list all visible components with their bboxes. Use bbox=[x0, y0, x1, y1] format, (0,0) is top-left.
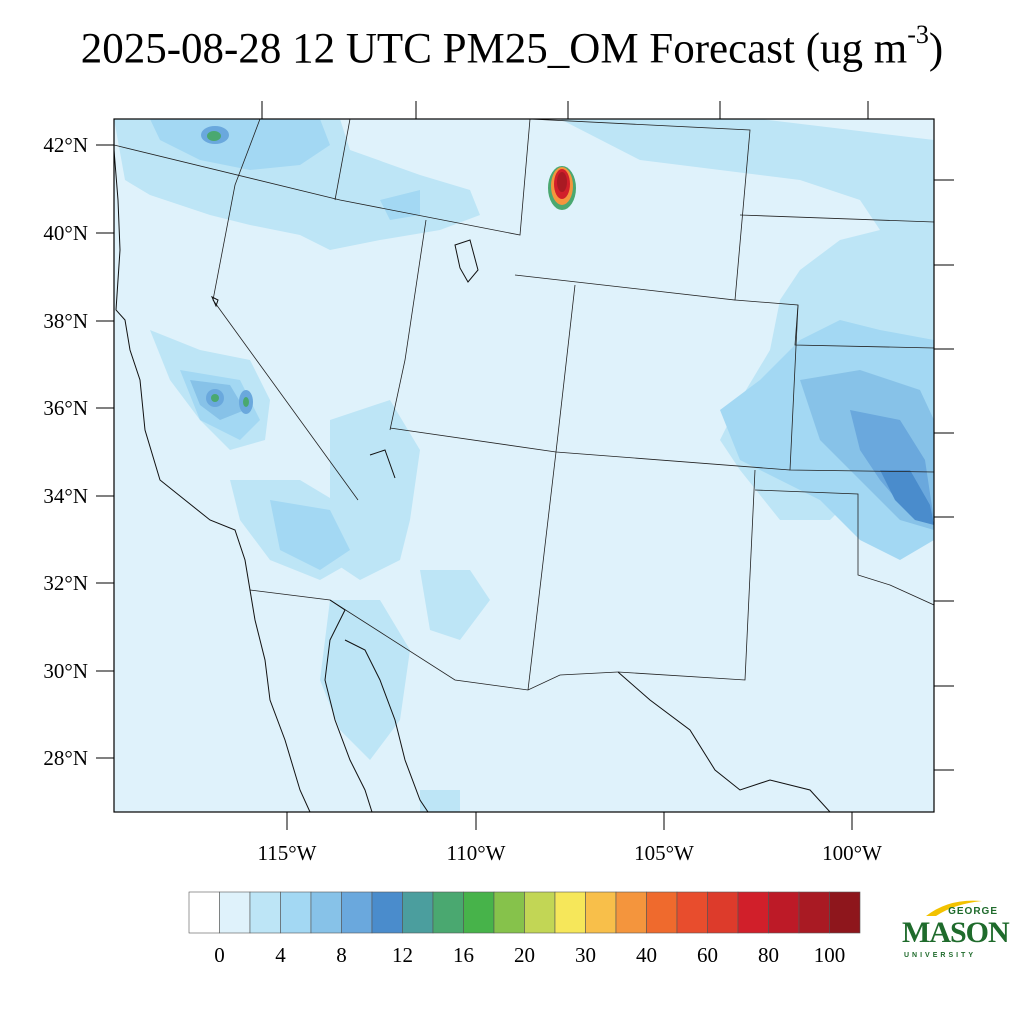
lon-label-115w: 115°W bbox=[258, 841, 317, 865]
colorbar-swatch bbox=[676, 891, 708, 934]
left-ticks bbox=[96, 144, 114, 759]
colorbar-swatch bbox=[310, 891, 342, 934]
coastlines bbox=[114, 149, 831, 812]
colorbar-tick-label: 60 bbox=[697, 943, 718, 967]
lat-label-36: 36°N bbox=[43, 396, 88, 420]
colorbar-swatch bbox=[554, 891, 586, 934]
colorbar-swatch bbox=[615, 891, 647, 934]
map-title: 2025-08-28 12 UTC PM25_OM Forecast (ug m… bbox=[0, 20, 1024, 73]
gmu-logo: GEORGE MASON UNIVERSITY bbox=[898, 898, 1010, 968]
colorbar-tick-label: 4 bbox=[275, 943, 286, 967]
colorbar-tick-label: 40 bbox=[636, 943, 657, 967]
colorbar-swatch bbox=[646, 891, 678, 934]
colorbar-tick-label: 80 bbox=[758, 943, 779, 967]
lat-label-40: 40°N bbox=[43, 221, 88, 245]
colorbar-swatch bbox=[768, 891, 800, 934]
lat-label-38: 38°N bbox=[43, 309, 88, 333]
title-close: ) bbox=[928, 25, 944, 73]
contour-level-12 bbox=[880, 470, 934, 525]
right-ticks bbox=[934, 179, 954, 771]
latitude-labels: 42°N 40°N 38°N 36°N 34°N 32°N 30°N 28°N bbox=[43, 133, 88, 770]
colorbar-swatch bbox=[402, 891, 434, 934]
lon-label-110w: 110°W bbox=[447, 841, 506, 865]
colorbar-swatch bbox=[737, 891, 769, 934]
colorbar-swatch bbox=[798, 891, 830, 934]
colorbar-swatch bbox=[341, 891, 373, 934]
colorbar-swatch bbox=[585, 891, 617, 934]
bottom-ticks bbox=[286, 812, 853, 830]
colorbar-labels: 0 4 8 12 16 20 30 40 60 80 100 bbox=[214, 943, 845, 967]
logo-swoosh-icon bbox=[926, 900, 982, 916]
longitude-labels: 115°W 110°W 105°W 100°W bbox=[258, 841, 883, 865]
state-boundaries bbox=[114, 119, 934, 691]
lat-label-32: 32°N bbox=[43, 571, 88, 595]
colorbar-swatch bbox=[188, 891, 220, 934]
lat-label-42: 42°N bbox=[43, 133, 88, 157]
colorbar-tick-label: 30 bbox=[575, 943, 596, 967]
fire-hotspot-wyoming bbox=[548, 166, 576, 210]
lat-label-28: 28°N bbox=[43, 746, 88, 770]
lat-label-30: 30°N bbox=[43, 659, 88, 683]
lon-label-105w: 105°W bbox=[634, 841, 694, 865]
colorbar-swatch bbox=[493, 891, 525, 934]
map-frame bbox=[113, 118, 935, 813]
top-ticks bbox=[261, 101, 869, 119]
colorbar bbox=[188, 891, 861, 934]
colorbar-tick-label: 20 bbox=[514, 943, 535, 967]
colorbar-swatch bbox=[371, 891, 403, 934]
concentration-field bbox=[114, 119, 934, 812]
lon-label-100w: 100°W bbox=[822, 841, 882, 865]
colorbar-tick-label: 100 bbox=[814, 943, 846, 967]
title-text: 2025-08-28 12 UTC PM25_OM Forecast (ug m bbox=[80, 25, 908, 73]
colorbar-tick-label: 0 bbox=[214, 943, 225, 967]
colorbar-swatch bbox=[432, 891, 464, 934]
lat-label-34: 34°N bbox=[43, 484, 88, 508]
colorbar-swatch bbox=[463, 891, 495, 934]
logo-george-text: GEORGE bbox=[948, 906, 998, 917]
fire-hotspot-idaho bbox=[201, 126, 229, 144]
colorbar-swatch bbox=[219, 891, 251, 934]
logo-university-text: UNIVERSITY bbox=[904, 952, 977, 959]
fire-hotspot-california bbox=[206, 389, 253, 414]
logo-mason-text: MASON bbox=[902, 916, 1010, 949]
contour-level-8 bbox=[190, 370, 934, 530]
contour-level-6 bbox=[150, 119, 934, 570]
colorbar-swatch bbox=[280, 891, 312, 934]
colorbar-tick-label: 8 bbox=[336, 943, 347, 967]
colorbar-tick-label: 12 bbox=[392, 943, 413, 967]
colorbar-swatch bbox=[829, 891, 861, 934]
colorbar-swatch bbox=[524, 891, 556, 934]
colorbar-tick-label: 16 bbox=[453, 943, 474, 967]
colorbar-swatch bbox=[249, 891, 281, 934]
colorbar-swatch bbox=[707, 891, 739, 934]
title-exponent: -3 bbox=[907, 20, 929, 49]
